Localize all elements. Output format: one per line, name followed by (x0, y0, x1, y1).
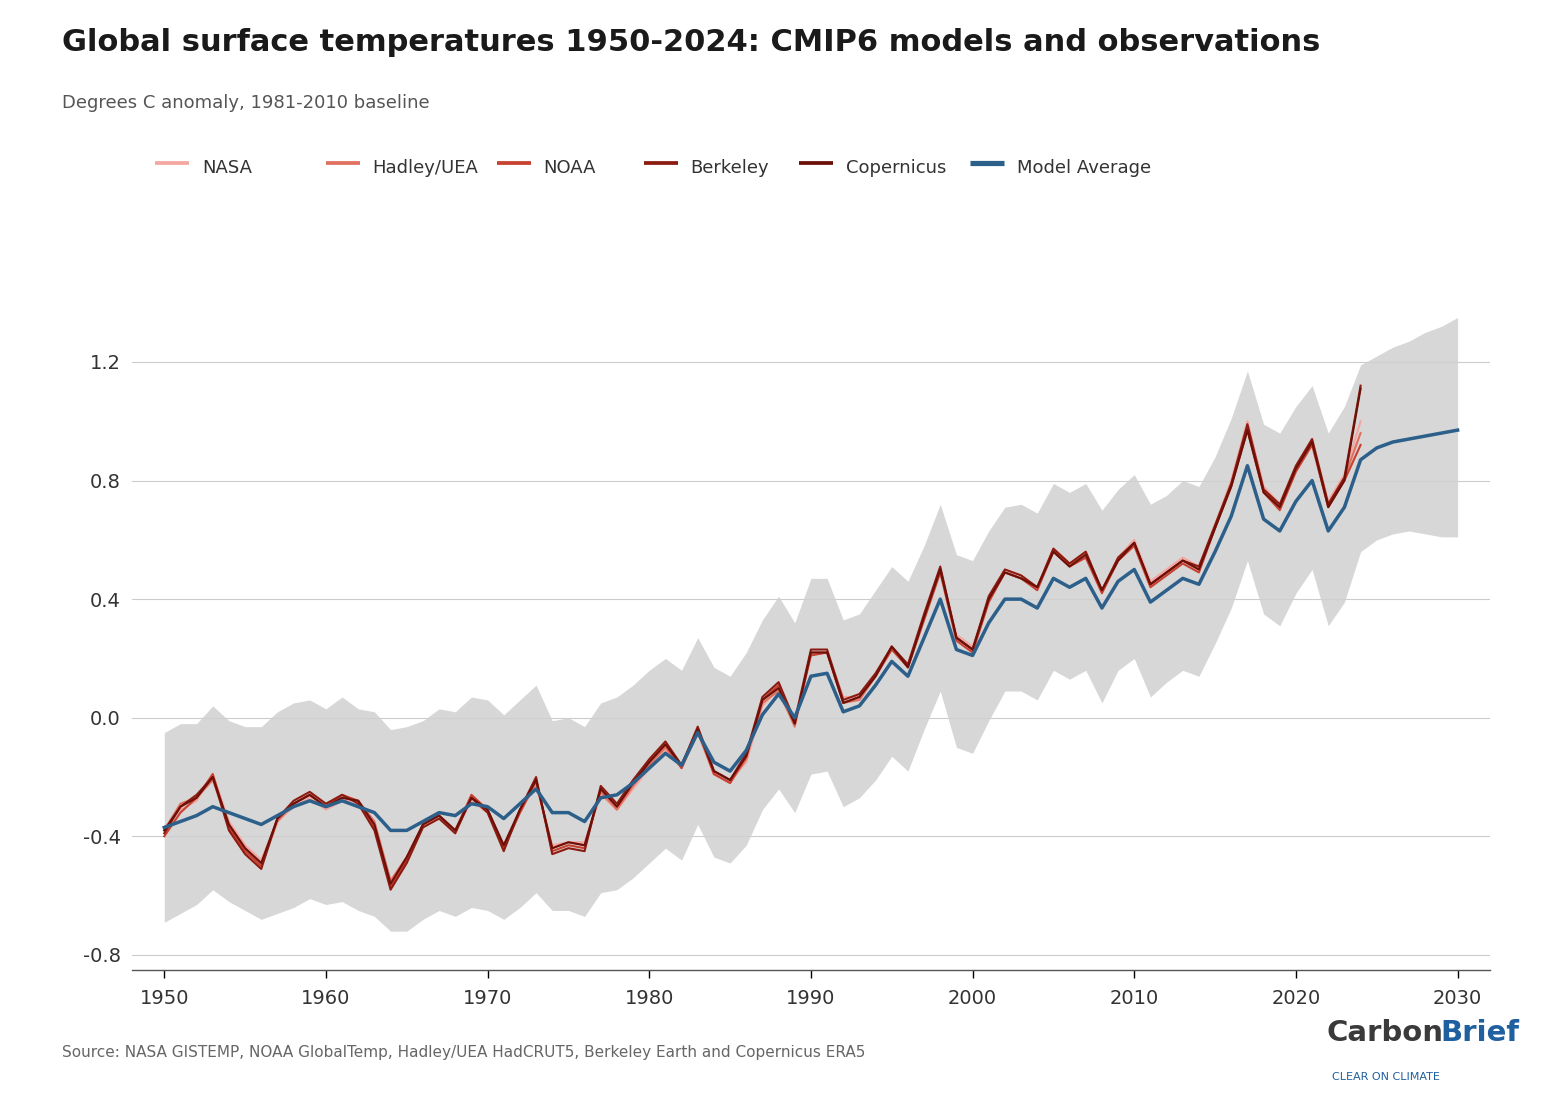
Text: Hadley/UEA: Hadley/UEA (372, 159, 478, 176)
Text: Copernicus: Copernicus (846, 159, 947, 176)
Text: CLEAR ON CLIMATE: CLEAR ON CLIMATE (1332, 1072, 1440, 1082)
Text: Global surface temperatures 1950-2024: CMIP6 models and observations: Global surface temperatures 1950-2024: C… (62, 28, 1321, 56)
Text: NOAA: NOAA (543, 159, 596, 176)
Text: Brief: Brief (1440, 1019, 1519, 1047)
Text: NASA: NASA (202, 159, 251, 176)
Text: Carbon: Carbon (1327, 1019, 1443, 1047)
Text: Berkeley: Berkeley (691, 159, 770, 176)
Text: Model Average: Model Average (1017, 159, 1150, 176)
Text: Degrees C anomaly, 1981-2010 baseline: Degrees C anomaly, 1981-2010 baseline (62, 94, 430, 111)
Text: Source: NASA GISTEMP, NOAA GlobalTemp, Hadley/UEA HadCRUT5, Berkeley Earth and C: Source: NASA GISTEMP, NOAA GlobalTemp, H… (62, 1045, 866, 1060)
